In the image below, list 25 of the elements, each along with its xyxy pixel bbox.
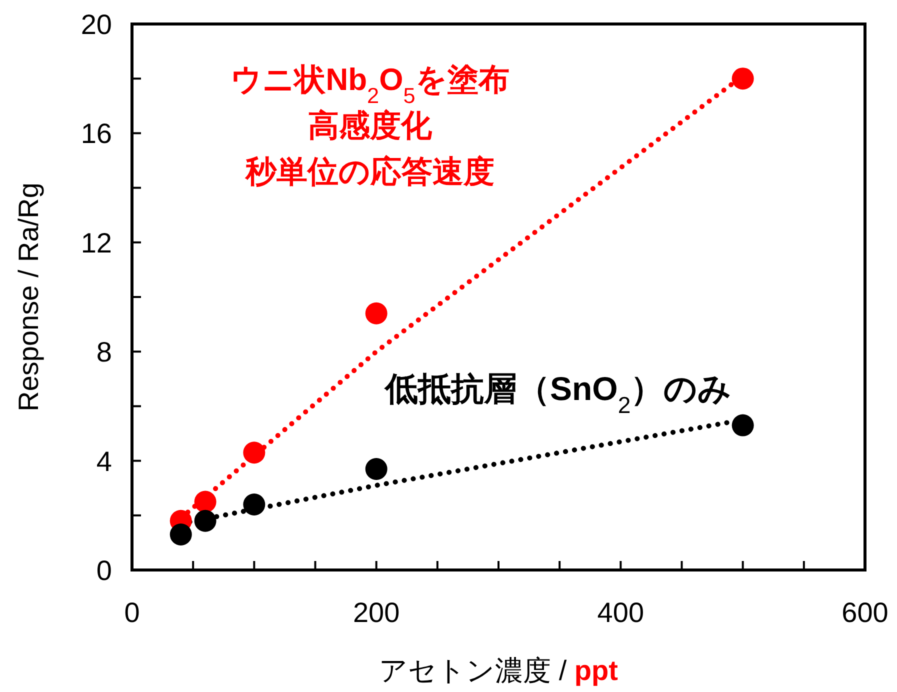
y-axis-title: Response / Ra/Rg <box>13 182 44 412</box>
y-tick-label: 16 <box>80 118 112 150</box>
x-axis-title: アセトン濃度 / ppt <box>379 655 618 686</box>
y-tick-label: 4 <box>96 446 112 477</box>
annotation: 高感度化 <box>308 108 433 143</box>
y-tick-label: 0 <box>96 555 112 586</box>
point <box>365 458 388 480</box>
point <box>243 493 266 516</box>
x-tick-label: 600 <box>842 597 888 628</box>
point <box>732 414 754 436</box>
point <box>732 68 754 90</box>
point <box>194 490 216 513</box>
y-tick-label: 12 <box>80 227 112 258</box>
point <box>243 442 266 464</box>
point <box>365 302 388 324</box>
x-tick-label: 400 <box>597 597 644 628</box>
y-tick-label: 8 <box>96 336 112 368</box>
annotation: 秒単位の応答速度 <box>244 154 494 189</box>
x-tick-label: 0 <box>124 597 140 628</box>
series-label: 低抵抗層（SnO$_{2}$）のみ <box>383 370 732 418</box>
text: ウニ状Nb$_{2}$O$_{5}$を塗布 <box>230 62 510 108</box>
y-tick-label: 20 <box>80 9 112 40</box>
point <box>194 510 216 532</box>
point <box>170 524 192 546</box>
x-tick-label: 200 <box>352 597 400 628</box>
